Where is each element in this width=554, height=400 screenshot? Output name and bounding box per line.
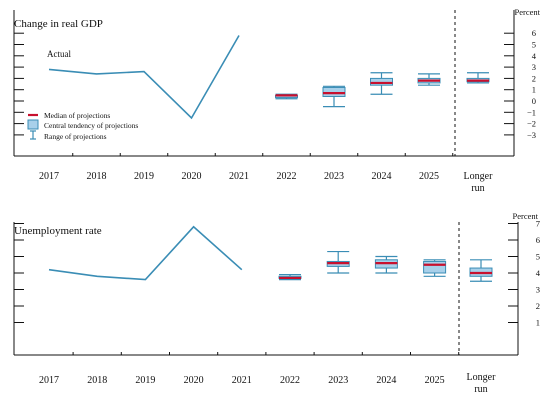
gdp-year-label: 2022 xyxy=(277,171,297,182)
gdp-y-tick-label: 0 xyxy=(532,96,536,106)
unemployment-unit-label: Percent xyxy=(513,211,539,221)
legend-central-swatch xyxy=(27,119,39,130)
ur-year-label: 2024 xyxy=(376,375,396,386)
gdp-y-tick-label: −2 xyxy=(527,119,536,129)
legend-central-label: Central tendency of projections xyxy=(44,121,138,130)
ur-y-tick-label: 2 xyxy=(536,301,540,311)
unemployment-longer-run-label-line2: run xyxy=(474,384,487,395)
unemployment-x-ticks xyxy=(72,352,460,355)
ur-year-label: 2019 xyxy=(135,375,155,386)
gdp-year-label: 2019 xyxy=(134,171,154,182)
gdp-y-tick-label: 1 xyxy=(532,85,536,95)
gdp-actual-label: Actual xyxy=(47,49,71,59)
gdp-y-tick-label: −1 xyxy=(527,107,536,117)
unemployment-y-ticks xyxy=(14,223,518,323)
ur-year-label: 2021 xyxy=(232,375,252,386)
gdp-year-label: 2025 xyxy=(419,171,439,182)
unemployment-title: Unemployment rate xyxy=(14,225,102,237)
ur-year-label: 2017 xyxy=(39,375,59,386)
gdp-y-ticks xyxy=(14,32,514,136)
gdp-year-label: 2024 xyxy=(372,171,392,182)
central-tendency-box xyxy=(423,260,447,274)
central-tendency-box xyxy=(370,77,393,86)
gdp-year-label: 2023 xyxy=(324,171,344,182)
gdp-x-tick-labels: 2017 2018 2019 2020 2021 2022 2023 2024 2025 xyxy=(39,171,439,182)
gdp-projection-2025 xyxy=(417,73,441,86)
ur-y-tick-label: 3 xyxy=(536,285,540,295)
central-tendency-box xyxy=(322,86,346,97)
gdp-year-label: 2021 xyxy=(229,171,249,182)
ur-y-tick-label: 6 xyxy=(536,235,540,245)
gdp-y-tick-label: 5 xyxy=(532,40,536,50)
unemployment-actual-line xyxy=(48,225,243,281)
gdp-title: Change in real GDP xyxy=(14,18,103,30)
ur-projection-2025 xyxy=(423,259,447,277)
gdp-y-tick-label: −3 xyxy=(527,130,536,140)
legend-median-label: Median of projections xyxy=(44,111,110,120)
legend-range-label: Range of projections xyxy=(44,132,107,141)
ur-projection-2024 xyxy=(374,255,398,274)
gdp-unit-label: Percent xyxy=(515,7,541,17)
ur-y-tick-label: 4 xyxy=(536,268,541,278)
ur-year-label: 2018 xyxy=(87,375,107,386)
ur-projection-longer-run xyxy=(469,259,493,282)
gdp-y-tick-label: 4 xyxy=(532,51,537,61)
ur-y-tick-label: 1 xyxy=(536,318,540,328)
gdp-year-label: 2017 xyxy=(39,171,59,182)
gdp-y-tick-label: 6 xyxy=(532,28,536,38)
gdp-longer-run-label-line2: run xyxy=(471,183,484,194)
gdp-y-tick-label: 2 xyxy=(532,73,536,83)
ur-year-label: 2022 xyxy=(280,375,300,386)
gdp-x-ticks xyxy=(72,153,454,156)
ur-projection-2022 xyxy=(278,274,302,281)
unemployment-projections xyxy=(278,250,493,282)
ur-year-label: 2020 xyxy=(184,375,204,386)
gdp-projection-2022 xyxy=(275,93,298,100)
ur-year-label: 2025 xyxy=(425,375,445,386)
unemployment-x-tick-labels: 2017 2018 2019 2020 2021 2022 2023 2024 2025 xyxy=(39,375,445,386)
gdp-longer-run-label-line1: Longer xyxy=(464,171,494,182)
gdp-year-label: 2020 xyxy=(182,171,202,182)
gdp-legend: Median of projections Central tendency o… xyxy=(27,111,138,141)
gdp-y-tick-label: 3 xyxy=(532,62,536,72)
gdp-projections xyxy=(275,72,490,108)
gdp-projection-longer-run xyxy=(466,72,490,84)
ur-projection-2023 xyxy=(326,250,350,274)
gdp-projection-2023 xyxy=(322,85,346,108)
unemployment-y-tick-labels: 7 6 5 4 3 2 1 xyxy=(536,219,541,328)
unemployment-longer-run-label-line1: Longer xyxy=(467,372,497,383)
gdp-year-label: 2018 xyxy=(87,171,107,182)
gdp-actual-line xyxy=(48,35,240,120)
ur-year-label: 2023 xyxy=(328,375,348,386)
gdp-projection-2024 xyxy=(370,72,393,95)
ur-y-tick-label: 7 xyxy=(536,219,540,229)
ur-y-tick-label: 5 xyxy=(536,252,540,262)
